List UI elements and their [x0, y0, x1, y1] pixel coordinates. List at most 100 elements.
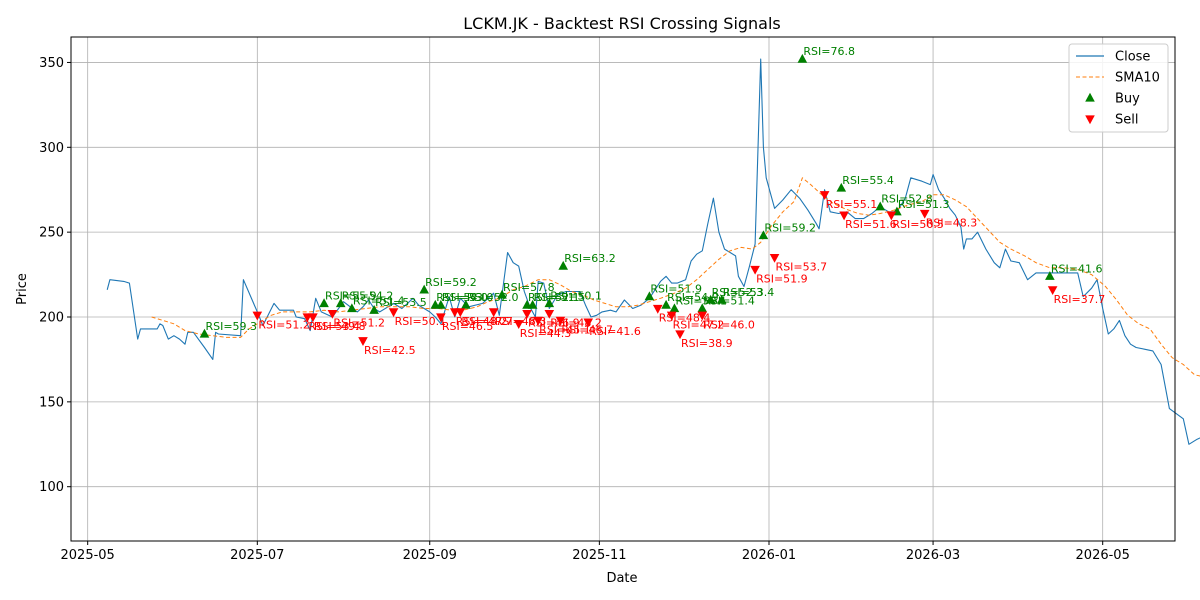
buy-annotation: RSI=63.2	[564, 252, 616, 265]
legend-box	[1068, 43, 1169, 133]
sell-marker	[252, 311, 263, 321]
sell-annotation: RSI=49.8	[314, 320, 366, 333]
sell-marker	[750, 265, 760, 275]
sell-annotation: RSI=44.3	[520, 327, 572, 340]
sell-annotation: RSI=53.7	[776, 261, 828, 274]
sell-marker	[839, 211, 849, 221]
buy-marker	[875, 201, 886, 211]
sell-annotation: RSI=51.6	[845, 218, 897, 231]
buy-annotation: RSI=51.4	[353, 295, 405, 308]
sell-marker	[652, 304, 663, 314]
sell-marker	[675, 330, 685, 340]
sell-marker	[455, 308, 466, 318]
sell-marker	[358, 337, 368, 346]
sell-annotation: RSI=41.6	[589, 325, 641, 338]
sell-marker	[544, 309, 555, 319]
sell-annotation: RSI=46.7	[561, 323, 613, 336]
buy-marker	[716, 294, 727, 304]
buy-marker	[461, 299, 471, 309]
sell-annotation: RSI=46.5	[442, 320, 494, 333]
x-tick-label: 2026-05	[1076, 548, 1130, 563]
y-tick-label: 250	[39, 226, 64, 241]
buy-annotation: RSI=50.1	[675, 295, 727, 308]
buy-marker	[544, 298, 555, 308]
sell-marker	[388, 308, 399, 318]
buy-marker	[644, 291, 655, 301]
x-tick-label: 2025-05	[61, 548, 115, 563]
y-tick-label: 100	[39, 480, 64, 495]
sell-annotation: RSI=47.7	[461, 315, 513, 328]
buy-marker	[836, 182, 847, 192]
sell-marker	[666, 311, 677, 321]
buy-annotation: RSI=51.5	[534, 291, 586, 304]
buy-annotation: RSI=55.9	[325, 289, 377, 302]
buy-marker	[199, 328, 210, 338]
buy-marker	[558, 260, 569, 270]
sell-marker	[697, 311, 708, 321]
buy-annotation: RSI=55.4	[842, 174, 894, 187]
sell-marker	[533, 316, 543, 326]
buy-marker	[758, 230, 769, 240]
buy-marker	[436, 299, 446, 309]
buy-marker	[369, 305, 379, 314]
sell-marker	[327, 309, 338, 319]
buy-marker	[697, 303, 708, 313]
sma10-line	[151, 177, 1200, 377]
grid	[71, 37, 1175, 541]
legend-label: SMA10	[1115, 71, 1160, 86]
x-tick-label: 2025-07	[230, 548, 284, 563]
buy-marker	[335, 298, 346, 308]
sell-annotation: RSI=51.2	[258, 318, 310, 331]
sell-annotation: RSI=37.7	[1054, 293, 1106, 306]
legend-buy-swatch	[1085, 92, 1095, 102]
sell-annotation: RSI=45.1	[539, 323, 591, 336]
buy-annotation: RSI=57.8	[503, 281, 555, 294]
sell-annotation: RSI=51.9	[756, 272, 808, 285]
buy-annotation: RSI=53.0	[442, 291, 494, 304]
sell-annotation: RSI=51.2	[333, 317, 385, 330]
y-tick-label: 300	[39, 141, 64, 156]
sell-marker	[1047, 286, 1058, 296]
sell-marker	[308, 313, 318, 323]
sell-marker	[583, 318, 594, 328]
buy-annotation: RSI=51.9	[650, 283, 702, 296]
buy-annotation: RSI=50.1	[550, 289, 602, 302]
y-tick-label: 350	[39, 56, 64, 71]
buy-annotation: RSI=52.0	[467, 291, 519, 304]
sell-marker	[555, 316, 566, 326]
buy-annotation: RSI=51.3	[898, 198, 950, 211]
buy-annotation: RSI=51.4	[703, 295, 755, 308]
sell-marker	[819, 191, 830, 201]
legend-label: Sell	[1115, 113, 1138, 128]
buy-annotation: RSI=53.5	[375, 296, 427, 309]
buy-annotation: RSI=59.2	[425, 276, 477, 289]
sell-marker	[769, 253, 780, 263]
sell-marker	[513, 320, 524, 329]
buy-marker	[419, 284, 429, 294]
buy-marker	[705, 294, 716, 304]
buy-marker	[497, 289, 507, 299]
sell-marker	[436, 313, 446, 323]
sell-annotation: RSI=50.5	[892, 218, 944, 231]
buy-marker	[1045, 271, 1055, 280]
buy-marker	[347, 303, 357, 313]
buy-annotation: RSI=59.3	[205, 320, 257, 333]
buy-annotation: RSI=54.0	[436, 291, 488, 304]
tick-layer: 2025-05 2025-07 2025-09 2025-11 2026-01 2026-…	[39, 56, 1130, 563]
plot-frame	[70, 36, 1176, 542]
sell-marker	[488, 308, 499, 318]
sell-annotation: RSI=50.1	[395, 315, 447, 328]
buy-annotation: RSI=52.8	[881, 193, 933, 206]
buy-annotation: RSI=59.2	[764, 222, 816, 235]
buy-marker	[661, 299, 671, 309]
y-axis-label: Price	[15, 273, 30, 305]
buy-annotation: RSI=52.3	[712, 286, 764, 299]
x-tick-label: 2026-01	[742, 548, 796, 563]
sell-annotation: RSI=48.2	[456, 315, 508, 328]
chart-title: LCKM.JK - Backtest RSI Crossing Signals	[463, 14, 781, 33]
buy-marker	[527, 299, 538, 309]
buy-marker	[319, 298, 329, 308]
sell-annotation: RSI=55.1	[826, 198, 878, 211]
